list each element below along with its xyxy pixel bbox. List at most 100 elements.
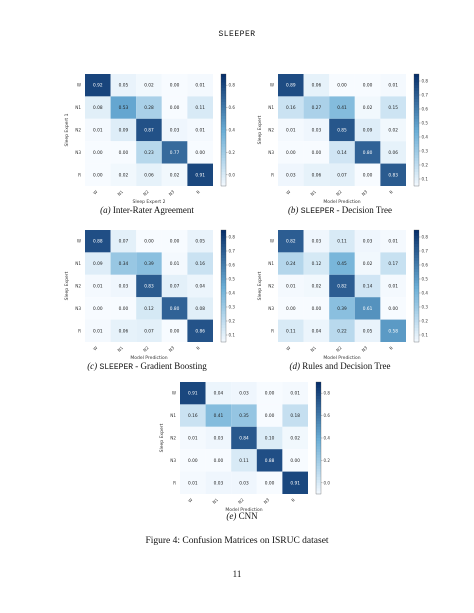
colorbar-segment bbox=[221, 149, 226, 153]
cell-value-label: 0.00 bbox=[286, 306, 296, 312]
heatmap-cell bbox=[110, 230, 137, 253]
y-axis-label: Sleep Expert bbox=[64, 271, 70, 300]
colorbar-segment bbox=[221, 314, 226, 318]
cell-value-label: 0.16 bbox=[286, 105, 296, 111]
cell-value-label: 0.01 bbox=[388, 83, 398, 89]
colorbar-segment bbox=[221, 241, 226, 245]
heatmap-cell bbox=[161, 163, 188, 186]
heatmap-cell bbox=[187, 319, 213, 342]
colorbar-tick-label: 0.3 bbox=[422, 305, 429, 310]
colorbar-segment bbox=[414, 166, 419, 170]
colorbar-segment bbox=[414, 308, 419, 312]
heatmap-cell bbox=[303, 141, 330, 164]
colorbar-segment bbox=[414, 302, 419, 306]
x-tick-label: N3 bbox=[361, 189, 369, 197]
colorbar-segment bbox=[414, 235, 419, 239]
colorbar-segment bbox=[414, 132, 419, 136]
colorbar-segment bbox=[414, 269, 419, 273]
colorbar-segment bbox=[316, 426, 321, 430]
colorbar-tick-label: 0.4 bbox=[422, 135, 429, 140]
y-axis-label: Sleep Expert bbox=[159, 423, 165, 452]
heatmap-cell bbox=[256, 426, 283, 450]
colorbar-tick-label: 0.3 bbox=[422, 149, 429, 154]
caption-e: (e) CNN bbox=[142, 511, 342, 522]
colorbar-segment bbox=[221, 308, 226, 312]
cell-value-label: 0.00 bbox=[265, 480, 275, 486]
heatmap-cell bbox=[303, 297, 330, 320]
y-axis-label: Sleep Expert bbox=[257, 115, 263, 144]
colorbar-segment bbox=[414, 79, 419, 83]
heatmap-cell bbox=[231, 382, 257, 405]
cell-value-label: 0.24 bbox=[286, 261, 296, 267]
heatmap-cell bbox=[110, 252, 137, 275]
cell-value-label: 0.82 bbox=[286, 239, 296, 245]
colorbar-segment bbox=[414, 339, 419, 343]
cell-value-label: 0.01 bbox=[93, 128, 103, 134]
colorbar-segment bbox=[221, 230, 226, 234]
y-tick-label: N2 bbox=[75, 284, 81, 289]
x-tick-label: N2 bbox=[335, 189, 343, 197]
colorbar-segment bbox=[414, 177, 419, 181]
cell-value-label: 0.35 bbox=[239, 413, 249, 419]
colorbar-tick-label: 0.1 bbox=[422, 333, 429, 338]
caption-d: (d) Rules and Decision Tree bbox=[240, 361, 440, 372]
heatmap-cell bbox=[354, 230, 381, 253]
cell-value-label: 0.01 bbox=[170, 261, 180, 267]
colorbar-segment bbox=[316, 404, 321, 408]
x-tick-label: R bbox=[290, 497, 296, 503]
colorbar-segment bbox=[414, 113, 419, 117]
colorbar-segment bbox=[414, 291, 419, 295]
heatmap-cell bbox=[278, 141, 304, 164]
colorbar-tick-label: 0.6 bbox=[324, 413, 331, 418]
heatmap-cell bbox=[110, 118, 137, 142]
colorbar-segment bbox=[414, 246, 419, 250]
colorbar-segment bbox=[221, 177, 226, 181]
colorbar-tick-label: 0.5 bbox=[229, 277, 236, 282]
colorbar-segment bbox=[316, 449, 321, 453]
colorbar-segment bbox=[316, 460, 321, 464]
heatmap-cell bbox=[180, 471, 206, 494]
colorbar-tick-label: 0.7 bbox=[422, 249, 429, 254]
cell-value-label: 0.91 bbox=[195, 172, 205, 178]
cell-value-label: 0.01 bbox=[286, 128, 296, 134]
heatmap-cell bbox=[161, 274, 188, 298]
colorbar-segment bbox=[316, 477, 321, 481]
colorbar-segment bbox=[221, 96, 226, 100]
colorbar-tick-label: 0.6 bbox=[422, 263, 429, 268]
heatmap-cell bbox=[187, 252, 213, 275]
heatmap-cell bbox=[231, 471, 257, 494]
colorbar-segment bbox=[221, 328, 226, 332]
colorbar-segment bbox=[316, 466, 321, 470]
cell-value-label: 0.00 bbox=[312, 306, 322, 312]
caption-letter: (b) bbox=[287, 205, 299, 215]
heatmap-cell bbox=[110, 96, 137, 119]
heatmap-cell bbox=[278, 118, 304, 142]
colorbar-segment bbox=[414, 160, 419, 164]
heatmap-cell bbox=[136, 163, 162, 186]
heatmap-cell bbox=[329, 141, 355, 164]
heatmap-cell bbox=[180, 426, 206, 450]
y-tick-label: R bbox=[271, 172, 274, 177]
heatmap-cell bbox=[282, 404, 308, 427]
cell-value-label: 0.08 bbox=[195, 306, 205, 312]
colorbar-segment bbox=[414, 314, 419, 318]
heatmap-cell bbox=[329, 163, 355, 186]
x-tick-label: N2 bbox=[142, 345, 150, 353]
cell-value-label: 0.06 bbox=[312, 83, 322, 89]
colorbar-segment bbox=[221, 76, 226, 80]
x-tick-label: R bbox=[195, 345, 201, 351]
colorbar-segment bbox=[414, 144, 419, 148]
colorbar-segment bbox=[414, 305, 419, 309]
x-tick-label: N1 bbox=[116, 345, 124, 353]
heatmap-cell bbox=[187, 74, 213, 97]
heatmap-cell bbox=[303, 230, 330, 253]
cell-value-label: 0.00 bbox=[170, 83, 180, 89]
cell-value-label: 0.88 bbox=[93, 239, 103, 245]
heatmap-cell bbox=[278, 319, 304, 342]
caption-letter: (e) bbox=[226, 511, 237, 521]
colorbar-segment bbox=[221, 85, 226, 89]
y-tick-label: N2 bbox=[268, 128, 274, 133]
colorbar-segment bbox=[316, 387, 321, 391]
colorbar-segment bbox=[221, 336, 226, 340]
cell-value-label: 0.11 bbox=[239, 458, 249, 464]
